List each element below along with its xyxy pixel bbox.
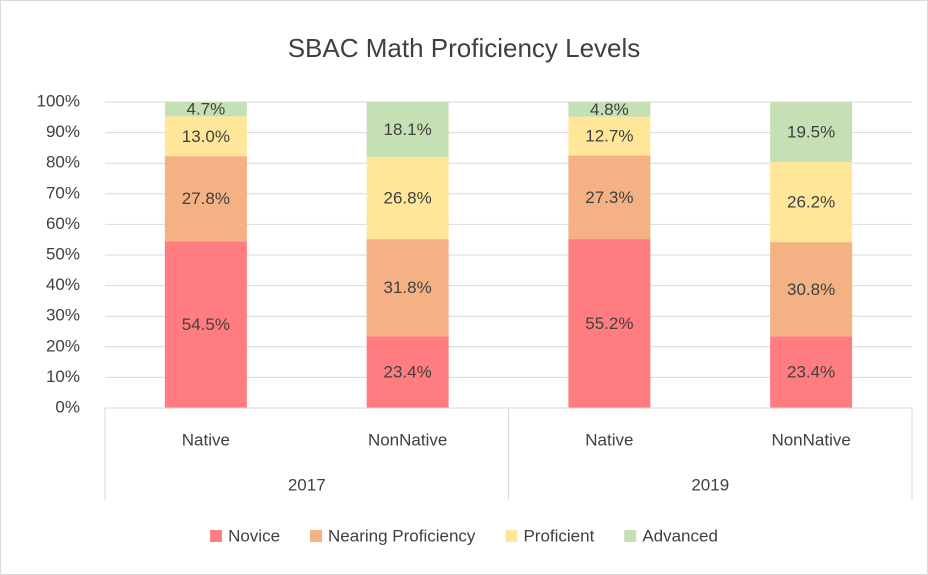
x-tick-label: Native (585, 430, 633, 449)
y-tick-label: 30% (46, 306, 80, 325)
value-label: 4.7% (187, 100, 226, 119)
value-label: 19.5% (787, 123, 835, 142)
value-label: 23.4% (787, 363, 835, 382)
chart-title: SBAC Math Proficiency Levels (288, 33, 641, 63)
y-tick-label: 100% (37, 91, 80, 110)
value-label: 27.8% (182, 189, 230, 208)
y-tick-label: 60% (46, 214, 80, 233)
bar-segment (770, 242, 853, 337)
y-tick-label: 80% (46, 153, 80, 172)
bar-segment (568, 102, 651, 117)
value-label: 12.7% (585, 127, 633, 146)
bar-segment (366, 336, 449, 408)
x-tick-label: NonNative (368, 430, 447, 449)
bar-segment (164, 241, 247, 408)
legend-label: Nearing Proficiency (328, 526, 476, 545)
value-label: 27.3% (585, 188, 633, 207)
value-label: 54.5% (182, 315, 230, 334)
y-tick-label: 0% (55, 397, 80, 416)
bar-segment (770, 336, 853, 408)
x-tick-label: Native (182, 430, 230, 449)
bar-segment (164, 116, 247, 157)
bar-segment (568, 116, 651, 156)
y-tick-label: 50% (46, 244, 80, 263)
value-label: 30.8% (787, 280, 835, 299)
y-tick-label: 40% (46, 275, 80, 294)
y-tick-label: 70% (46, 183, 80, 202)
group-label: 2019 (691, 475, 729, 494)
value-label: 55.2% (585, 314, 633, 333)
legend-swatch (624, 530, 637, 542)
bar-segment (568, 239, 651, 408)
legend-label: Novice (228, 526, 280, 545)
bar-segment (366, 157, 449, 240)
bar-segment (164, 156, 247, 242)
value-label: 26.2% (787, 193, 835, 212)
x-tick-label: NonNative (771, 430, 850, 449)
bar-segment (164, 102, 247, 117)
value-label: 4.8% (590, 100, 629, 119)
bar-segment (770, 102, 853, 162)
value-label: 23.4% (384, 363, 432, 382)
bar-segment (770, 161, 853, 243)
value-label: 26.8% (384, 189, 432, 208)
value-label: 18.1% (384, 120, 432, 139)
group-label: 2017 (288, 475, 326, 494)
legend-label: Advanced (642, 526, 718, 545)
bar-segment (366, 101, 449, 158)
legend-swatch (310, 530, 323, 542)
legend-swatch (505, 530, 518, 542)
y-tick-label: 90% (46, 122, 80, 141)
y-tick-label: 10% (46, 367, 80, 386)
value-label: 13.0% (182, 127, 230, 146)
bar-segment (366, 239, 449, 337)
legend-swatch (210, 530, 223, 542)
bar-segment (568, 155, 651, 240)
y-tick-label: 20% (46, 336, 80, 355)
value-label: 31.8% (384, 278, 432, 297)
legend-label: Proficient (523, 526, 594, 545)
